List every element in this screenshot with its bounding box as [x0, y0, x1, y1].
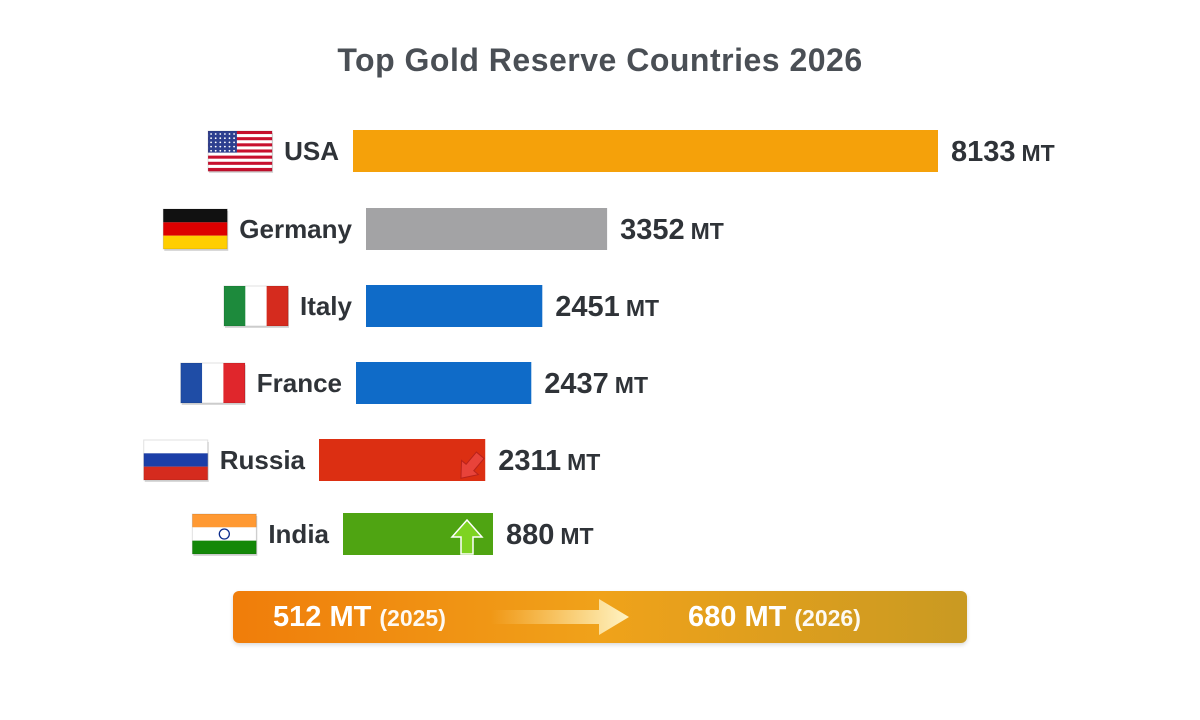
right-arrow-icon [491, 599, 629, 635]
value-label-usa: 8133 MT [951, 136, 1055, 168]
bar-row-russia: Russia 2311 MT [143, 439, 600, 482]
germany-flag [162, 208, 229, 251]
bar-russia [319, 439, 486, 481]
up-arrow-icon [450, 518, 484, 555]
category-label-germany: Germany [239, 214, 352, 244]
bar-france [356, 362, 532, 404]
value-label-germany: 3352 MT [620, 214, 724, 246]
banner-to-value: 680 MT [688, 601, 787, 633]
category-label-italy: Italy [300, 291, 353, 321]
bar-row-germany: Germany 3352 MT [162, 208, 724, 251]
category-label-russia: Russia [220, 445, 306, 475]
banner-to-year: (2026) [794, 605, 861, 631]
bar-row-italy: Italy 2451 MT [223, 285, 659, 328]
banner-to: 680 MT (2026) [688, 601, 861, 634]
italy-flag [223, 285, 289, 328]
france-flag [180, 362, 246, 405]
bar-row-france: France 2437 MT [180, 362, 648, 405]
usa-flag [207, 130, 274, 173]
value-label-italy: 2451 MT [555, 291, 659, 323]
value-label-russia: 2311 MT [498, 445, 600, 477]
chart-title: Top Gold Reserve Countries 2026 [337, 42, 863, 78]
bar-row-india: India 880 MT [191, 513, 594, 556]
india-growth-banner: 512 MT (2025) 680 MT (2026) [233, 591, 967, 643]
bar-row-usa: USA 8133 MT [207, 130, 1055, 173]
bar-usa [353, 130, 938, 172]
category-label-usa: USA [284, 136, 339, 166]
value-label-india: 880 MT [506, 519, 594, 551]
bar-germany [366, 208, 608, 250]
india-flag [191, 513, 258, 556]
banner-from: 512 MT (2025) [273, 601, 446, 634]
banner-from-year: (2025) [379, 605, 446, 631]
category-label-india: India [268, 519, 329, 549]
bar-italy [366, 285, 543, 327]
banner-from-value: 512 MT [273, 601, 372, 633]
category-label-france: France [257, 368, 342, 398]
russia-flag [143, 439, 209, 482]
value-label-france: 2437 MT [544, 368, 648, 400]
down-arrow-icon [460, 451, 485, 479]
